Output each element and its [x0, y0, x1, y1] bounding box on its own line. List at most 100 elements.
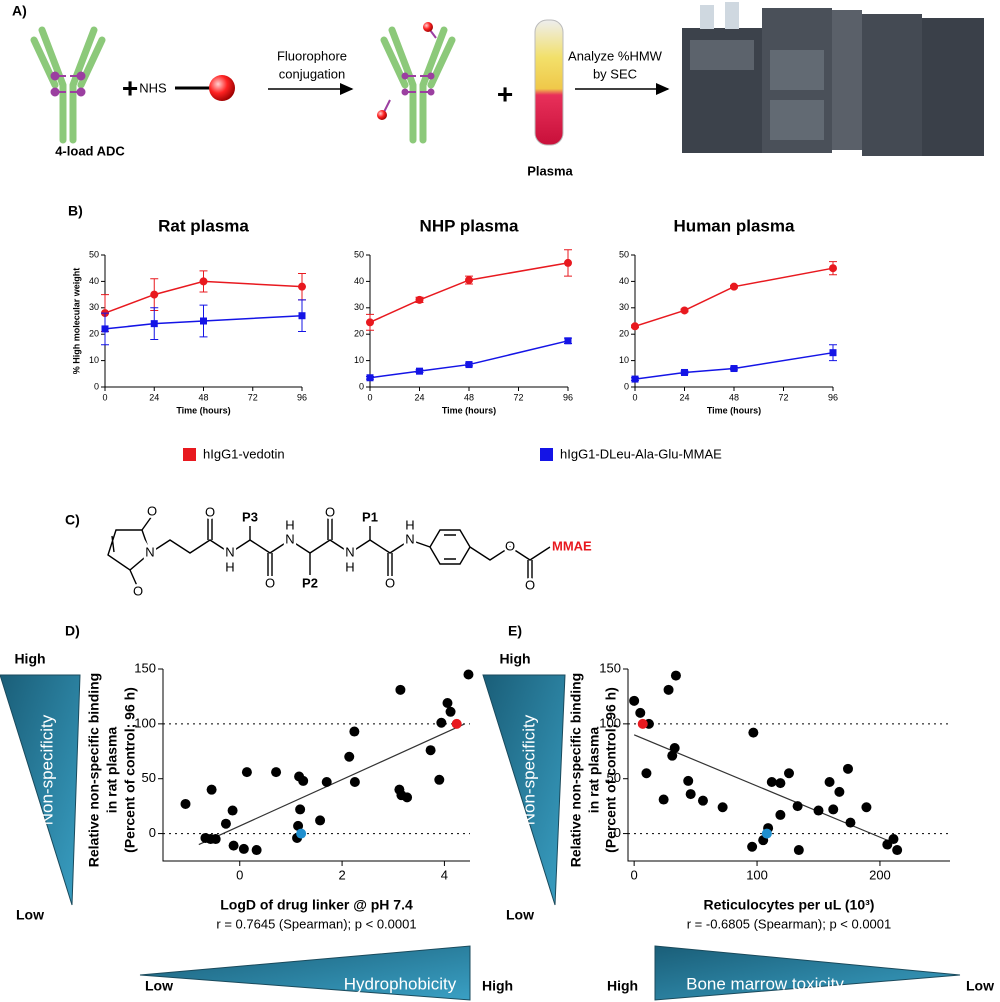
y-tick-label: 50: [354, 249, 364, 259]
point: [842, 763, 853, 774]
atom-label: H: [225, 559, 234, 574]
drug: [401, 88, 409, 96]
atom-label: N: [405, 531, 414, 546]
triangle: [654, 945, 961, 1001]
atom-label: O: [385, 575, 395, 590]
point: [697, 795, 708, 806]
x-tick-label: 24: [149, 392, 159, 402]
plus: +: [122, 72, 138, 103]
marker: [829, 349, 837, 357]
atom-label: MMAE: [552, 538, 592, 553]
legend-swatch: [183, 448, 196, 461]
y-tick-label: 150: [599, 660, 621, 675]
point: [663, 684, 674, 695]
point: [717, 802, 728, 813]
y-axis-label: (Percent of control; 96 h): [603, 687, 619, 853]
panel-label: A): [12, 3, 27, 19]
point: [442, 698, 453, 709]
y-tick-label: 0: [94, 381, 99, 391]
x-tick-label: 0: [632, 392, 637, 402]
x-axis-label: LogD of drug linker @ pH 7.4: [220, 897, 413, 913]
point: [888, 834, 899, 845]
y-tick-label: 20: [619, 329, 629, 339]
marker: [631, 322, 639, 331]
point: [813, 805, 824, 816]
y-tick-label: 100: [134, 715, 156, 730]
panel-label: E): [508, 623, 522, 639]
series-line: [369, 262, 569, 324]
scale-label: Non-specificity: [37, 714, 56, 825]
y-tick-label: 20: [354, 329, 364, 339]
series-line: [104, 314, 303, 330]
x-tick-label: 48: [729, 392, 739, 402]
point: [220, 818, 231, 829]
point: [861, 802, 872, 813]
point: [629, 695, 640, 706]
linker: [57, 75, 79, 93]
drug: [427, 72, 435, 80]
point: [834, 786, 845, 797]
scale-label: Non-specificity: [519, 714, 538, 825]
atom-label: H: [285, 517, 294, 532]
point: [228, 840, 239, 851]
antibody-shape: [30, 26, 106, 144]
marker: [101, 325, 109, 333]
point: [747, 841, 758, 852]
stats: r = -0.6805 (Spearman); p < 0.0001: [687, 916, 892, 931]
step-label: conjugation: [279, 66, 346, 81]
y-tick-label: 0: [359, 381, 364, 391]
y-tick-label: 50: [607, 770, 621, 785]
point: [206, 784, 217, 795]
structure-bonds: [107, 515, 551, 589]
fluorophore: [377, 110, 387, 120]
marker: [829, 264, 837, 273]
axes: [162, 669, 470, 862]
y-axis-label: Relative non-specific binding: [86, 673, 102, 867]
y-tick-label: 0: [624, 381, 629, 391]
atom-label: O: [325, 504, 335, 519]
y-tick-label: 50: [142, 770, 156, 785]
point: [683, 775, 694, 786]
antibody-labeled: [377, 22, 456, 144]
panel-label: C): [65, 512, 80, 528]
x-tick-label: 48: [464, 392, 474, 402]
scale-end: Low: [145, 978, 173, 994]
scale-label: Bone marrow toxicity: [686, 974, 844, 993]
point: [670, 670, 681, 681]
point: [321, 777, 332, 788]
scale-label: Hydrophobicity: [344, 974, 457, 993]
x-tick-label: 72: [778, 392, 788, 402]
y-tick-label: 10: [619, 355, 629, 365]
point: [227, 805, 238, 816]
scale-end: High: [499, 651, 530, 667]
bottle: [700, 5, 714, 29]
plasma-label: Plasma: [527, 163, 573, 178]
point: [315, 815, 326, 826]
module: [832, 10, 862, 150]
series-line: [634, 267, 834, 327]
point: [685, 789, 696, 800]
x-tick-label: 72: [513, 392, 523, 402]
marker: [416, 367, 423, 375]
marker: [366, 318, 374, 327]
chart-title: Rat plasma: [158, 216, 249, 235]
point: [241, 767, 252, 778]
point: [824, 777, 835, 788]
atom-label: N: [345, 544, 354, 559]
atom-label: O: [505, 538, 515, 553]
x-tick-label: 24: [414, 392, 424, 402]
marker: [150, 290, 159, 299]
y-tick-label: 50: [89, 249, 99, 259]
legend-label: hIgG1-DLeu-Ala-Glu-MMAE: [560, 446, 722, 461]
y-axis-label: % High molecular weight: [71, 268, 81, 375]
marker: [730, 365, 738, 373]
x-tick-label: 200: [869, 867, 891, 882]
point: [641, 768, 652, 779]
x-tick-label: 2: [338, 867, 345, 882]
y-axis-label: in rat plasma: [104, 727, 120, 814]
y-tick-label: 40: [619, 276, 629, 286]
series-line: [104, 280, 303, 314]
y-tick-label: 40: [89, 276, 99, 286]
legend-swatch: [540, 448, 553, 461]
x-tick-label: 0: [236, 867, 243, 882]
